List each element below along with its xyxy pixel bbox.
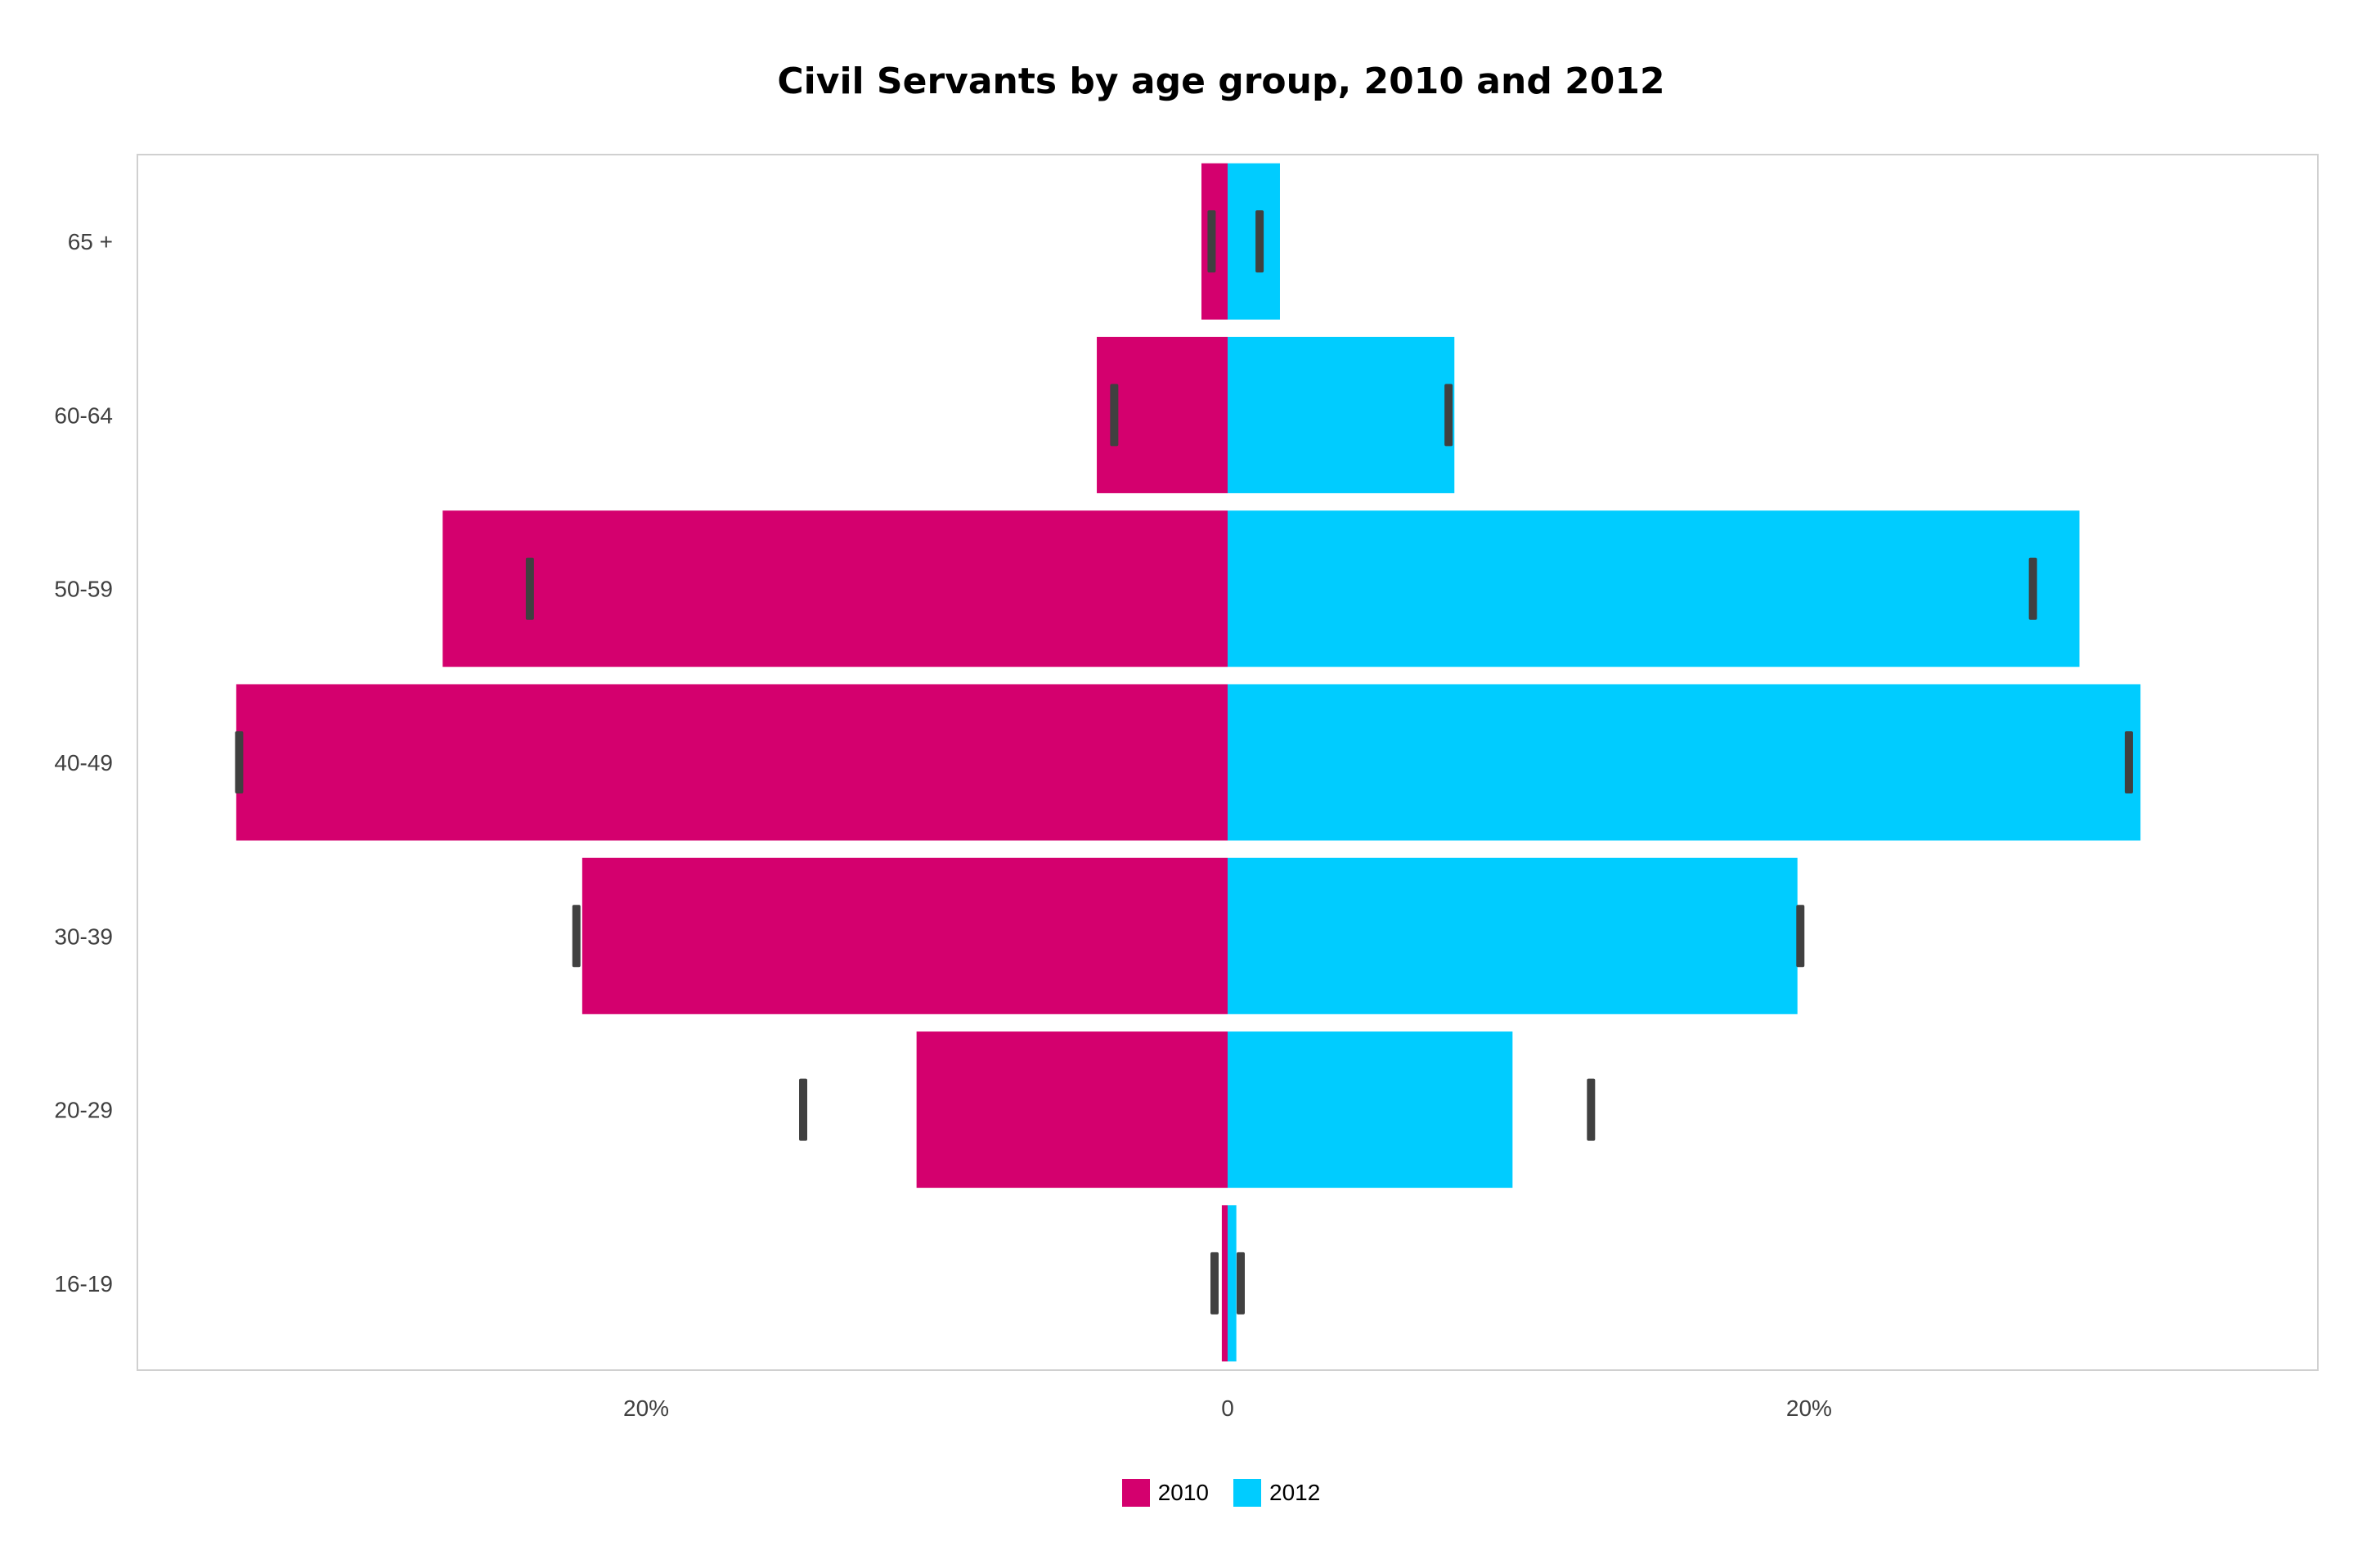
- bar-2012-65: [1228, 163, 1280, 320]
- y-tick-label-16-19: 16-19: [54, 1271, 113, 1297]
- legend: 2010 2012: [0, 1479, 2380, 1507]
- y-tick-labels: 65 + 60-64 50-59 40-49 30-39 20-29 16-19: [54, 229, 113, 1297]
- bar-2012-40-49: [1228, 684, 2141, 841]
- y-tick-label-40-49: 40-49: [54, 750, 113, 775]
- legend-swatch-2012: [1233, 1479, 1261, 1507]
- y-tick-label-60-64: 60-64: [54, 402, 113, 428]
- marker-2010-16-19: [1210, 1252, 1219, 1315]
- marker-2012-50-59: [2028, 557, 2037, 620]
- marker-2010-50-59: [525, 557, 534, 620]
- x-tick-label-1: 0: [1221, 1395, 1234, 1421]
- legend-swatch-2010: [1121, 1479, 1150, 1507]
- bar-2010-20-29: [916, 1031, 1228, 1189]
- chart-title: Civil Servants by age group, 2010 and 20…: [777, 61, 1665, 102]
- bar-2012-20-29: [1228, 1031, 1513, 1189]
- bar-2010-40-49: [236, 684, 1228, 841]
- marker-2012-20-29: [1587, 1078, 1596, 1141]
- marker-2010-30-39: [572, 905, 581, 968]
- bar-2012-50-59: [1228, 510, 2080, 667]
- markers-layer: [235, 210, 2133, 1315]
- y-tick-label-30-39: 30-39: [54, 924, 113, 949]
- x-tick-label-2: 20%: [1786, 1395, 1832, 1421]
- legend-item-2012: 2012: [1233, 1479, 1320, 1507]
- bar-2012-16-19: [1228, 1205, 1237, 1362]
- x-tick-label-0: 20%: [623, 1395, 669, 1421]
- marker-2012-40-49: [2124, 731, 2133, 793]
- marker-2010-60-64: [1110, 384, 1119, 447]
- bar-2010-16-19: [1221, 1205, 1228, 1362]
- bars-layer: [236, 163, 2141, 1362]
- legend-label-2012: 2012: [1269, 1480, 1321, 1505]
- bar-2010-50-59: [442, 510, 1228, 667]
- plot-area-border: [137, 154, 2319, 1371]
- marker-2012-65: [1255, 210, 1264, 273]
- legend-item-2010: 2010: [1121, 1479, 1209, 1507]
- marker-2012-16-19: [1236, 1252, 1245, 1315]
- x-tick-labels: 20% 0 20%: [623, 1395, 1832, 1421]
- marker-2010-65: [1207, 210, 1216, 273]
- legend-label-2010: 2010: [1157, 1480, 1209, 1505]
- y-tick-label-50-59: 50-59: [54, 577, 113, 602]
- bar-2012-60-64: [1228, 336, 1455, 493]
- marker-2010-20-29: [799, 1078, 808, 1141]
- bar-2010-30-39: [582, 857, 1228, 1014]
- marker-2012-30-39: [1796, 905, 1805, 968]
- bar-2012-30-39: [1228, 857, 1798, 1014]
- marker-2012-60-64: [1444, 384, 1453, 447]
- marker-2010-40-49: [235, 731, 244, 793]
- y-tick-label-65: 65 +: [68, 229, 113, 254]
- y-tick-label-20-29: 20-29: [54, 1098, 113, 1123]
- bar-2010-60-64: [1097, 336, 1228, 493]
